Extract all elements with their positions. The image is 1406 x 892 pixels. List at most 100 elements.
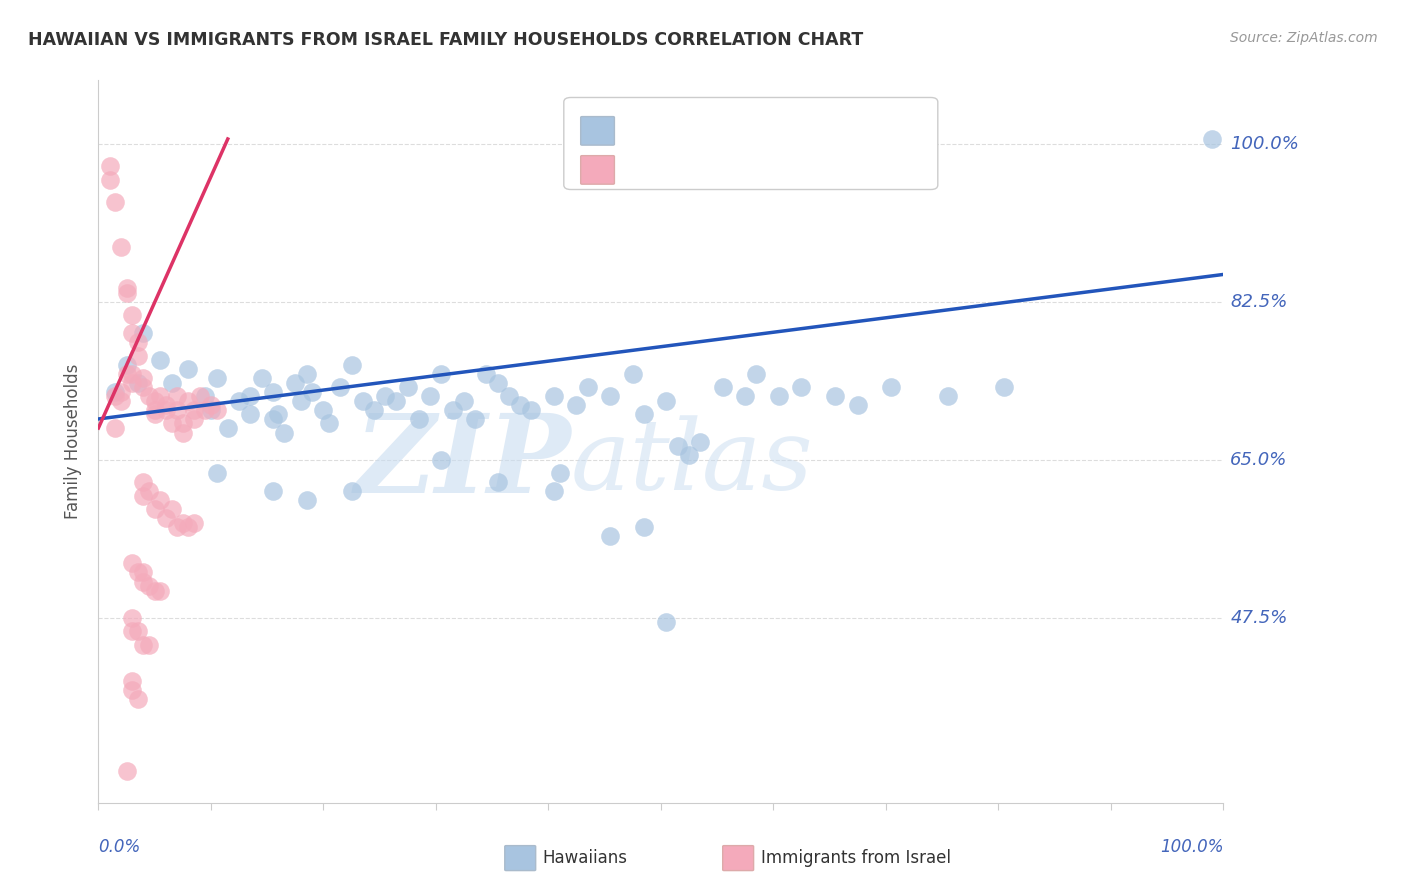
- Point: [217, 421, 239, 435]
- Point: [183, 403, 205, 417]
- Point: [172, 425, 194, 440]
- Point: [104, 195, 127, 210]
- Point: [205, 466, 228, 480]
- Y-axis label: Family Households: Family Households: [65, 364, 83, 519]
- Point: [464, 412, 486, 426]
- Point: [262, 484, 284, 499]
- Point: [132, 574, 155, 589]
- Point: [599, 529, 621, 543]
- Point: [143, 502, 166, 516]
- Point: [520, 403, 543, 417]
- Point: [290, 393, 312, 408]
- Point: [104, 421, 127, 435]
- Point: [666, 439, 689, 453]
- Text: HAWAIIAN VS IMMIGRANTS FROM ISRAEL FAMILY HOUSEHOLDS CORRELATION CHART: HAWAIIAN VS IMMIGRANTS FROM ISRAEL FAMIL…: [28, 31, 863, 49]
- Point: [160, 502, 183, 516]
- Point: [177, 362, 200, 376]
- Text: Source: ZipAtlas.com: Source: ZipAtlas.com: [1230, 31, 1378, 45]
- Point: [312, 403, 335, 417]
- Point: [295, 367, 318, 381]
- Point: [138, 389, 160, 403]
- Point: [475, 367, 498, 381]
- Point: [486, 475, 509, 490]
- Point: [1201, 132, 1223, 146]
- Point: [132, 371, 155, 385]
- Point: [121, 376, 143, 390]
- Point: [121, 326, 143, 341]
- Point: [110, 240, 132, 254]
- Text: 100.0%: 100.0%: [1230, 135, 1299, 153]
- Point: [121, 557, 143, 571]
- Point: [498, 389, 520, 403]
- Point: [149, 389, 172, 403]
- Point: [329, 380, 352, 394]
- Point: [127, 692, 149, 706]
- Point: [104, 389, 127, 403]
- Point: [155, 398, 177, 412]
- Point: [548, 466, 571, 480]
- Point: [711, 380, 734, 394]
- Point: [149, 583, 172, 598]
- Point: [205, 403, 228, 417]
- Point: [127, 349, 149, 363]
- Point: [127, 376, 149, 390]
- Point: [396, 380, 419, 394]
- Point: [138, 484, 160, 499]
- Text: N = 74: N = 74: [727, 120, 794, 138]
- Point: [790, 380, 813, 394]
- Point: [98, 172, 121, 186]
- Point: [160, 417, 183, 431]
- Point: [143, 403, 166, 417]
- Point: [138, 638, 160, 652]
- Point: [543, 484, 565, 499]
- Point: [160, 376, 183, 390]
- Point: [121, 308, 143, 322]
- Text: 47.5%: 47.5%: [1230, 608, 1288, 627]
- Point: [183, 516, 205, 530]
- Point: [115, 358, 138, 372]
- Point: [689, 434, 711, 449]
- Point: [132, 489, 155, 503]
- Point: [127, 624, 149, 639]
- Point: [453, 393, 475, 408]
- Point: [936, 389, 959, 403]
- Point: [143, 408, 166, 422]
- Point: [172, 417, 194, 431]
- Text: R = 0.529: R = 0.529: [621, 159, 720, 178]
- Point: [768, 389, 790, 403]
- Point: [509, 398, 531, 412]
- Point: [340, 484, 363, 499]
- Point: [172, 516, 194, 530]
- Point: [205, 371, 228, 385]
- Point: [132, 566, 155, 580]
- Point: [352, 393, 374, 408]
- Point: [194, 403, 217, 417]
- Point: [599, 389, 621, 403]
- Point: [262, 412, 284, 426]
- Point: [127, 335, 149, 350]
- Point: [121, 624, 143, 639]
- Point: [250, 371, 273, 385]
- Point: [993, 380, 1015, 394]
- Point: [385, 393, 408, 408]
- Point: [430, 452, 453, 467]
- Text: N = 66: N = 66: [727, 159, 794, 178]
- Point: [138, 579, 160, 593]
- Point: [633, 408, 655, 422]
- Point: [543, 389, 565, 403]
- Point: [363, 403, 385, 417]
- Point: [166, 403, 188, 417]
- Point: [262, 384, 284, 399]
- Point: [149, 493, 172, 508]
- Point: [228, 393, 250, 408]
- Point: [565, 398, 588, 412]
- Point: [177, 520, 200, 534]
- Point: [188, 389, 211, 403]
- Point: [301, 384, 323, 399]
- Point: [734, 389, 756, 403]
- Point: [115, 281, 138, 295]
- Point: [284, 376, 307, 390]
- Point: [295, 493, 318, 508]
- Point: [273, 425, 295, 440]
- Point: [166, 520, 188, 534]
